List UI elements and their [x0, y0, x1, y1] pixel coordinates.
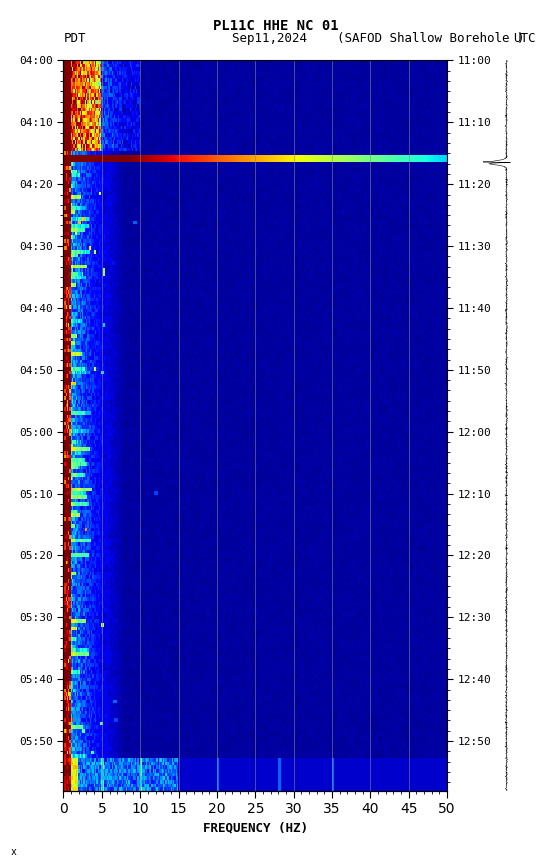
Text: Sep11,2024    (SAFOD Shallow Borehole ): Sep11,2024 (SAFOD Shallow Borehole ) — [232, 31, 524, 45]
Text: PDT: PDT — [63, 31, 86, 45]
Text: x: x — [11, 848, 17, 857]
Text: UTC: UTC — [513, 31, 535, 45]
Text: PL11C HHE NC 01: PL11C HHE NC 01 — [213, 19, 339, 33]
X-axis label: FREQUENCY (HZ): FREQUENCY (HZ) — [203, 822, 308, 835]
